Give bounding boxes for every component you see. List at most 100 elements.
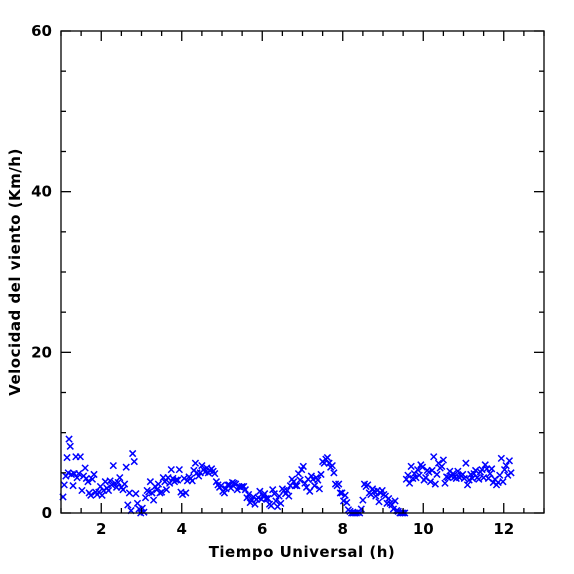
data-point — [328, 461, 336, 470]
data-point — [174, 476, 182, 484]
data-point — [375, 498, 383, 506]
data-point — [166, 479, 174, 487]
axis-ticks — [60, 30, 545, 514]
data-point — [162, 486, 171, 494]
data-point — [405, 479, 414, 487]
data-point — [407, 462, 415, 471]
x-tick-label: 4 — [177, 520, 187, 538]
data-point — [359, 496, 367, 504]
data-point — [148, 489, 156, 497]
data-point — [460, 474, 468, 483]
data-point — [339, 497, 348, 505]
data-point — [124, 501, 132, 509]
x-tick-label: 10 — [413, 520, 434, 538]
data-point — [191, 459, 200, 467]
x-tick-label: 8 — [338, 520, 348, 538]
data-point — [149, 496, 158, 504]
data-point — [439, 456, 448, 464]
data-point — [65, 435, 73, 443]
data-point — [315, 485, 324, 493]
data-point — [251, 500, 259, 508]
data-point — [418, 463, 427, 471]
y-tick-label: 60 — [31, 22, 52, 40]
data-point — [112, 483, 121, 491]
data-point — [449, 469, 457, 478]
data-point — [391, 497, 399, 505]
data-point — [502, 461, 510, 470]
data-point — [404, 471, 412, 479]
data-point — [244, 490, 253, 499]
x-tick-label: 2 — [96, 520, 106, 538]
data-point — [78, 486, 86, 495]
data-point — [169, 474, 177, 483]
x-axis-label: Tiempo Universal (h) — [209, 543, 396, 561]
data-point — [60, 481, 68, 489]
data-point — [262, 494, 270, 503]
data-point — [130, 457, 138, 466]
data-point — [64, 469, 72, 477]
data-point — [264, 494, 272, 503]
data-point — [241, 486, 250, 494]
data-point — [76, 453, 84, 461]
data-point — [90, 470, 98, 479]
data-point — [125, 489, 134, 497]
data-point — [486, 469, 494, 478]
data-point — [293, 482, 301, 490]
data-point — [475, 475, 483, 483]
data-point — [132, 490, 140, 498]
data-point — [341, 491, 349, 499]
data-point — [372, 492, 380, 500]
data-point — [483, 465, 491, 473]
data-point — [188, 477, 196, 485]
y-axis-label: Velocidad del viento (Km/h) — [6, 148, 24, 396]
data-point — [277, 499, 285, 508]
data-point — [441, 479, 449, 487]
data-point — [343, 498, 351, 507]
data-point — [261, 490, 269, 498]
data-point — [335, 480, 343, 488]
data-point — [254, 494, 262, 502]
data-point — [285, 492, 293, 500]
data-point — [310, 482, 319, 490]
data-point — [336, 489, 344, 497]
data-point — [194, 472, 203, 480]
data-point — [384, 494, 393, 503]
data-point — [389, 505, 398, 513]
data-point — [157, 488, 166, 496]
data-point — [175, 465, 183, 474]
data-point — [275, 492, 283, 500]
data-point — [431, 480, 439, 488]
tick-labels: 2 4 6 8 10 12 0 20 40 60 — [31, 22, 514, 538]
y-tick-label: 40 — [31, 183, 52, 201]
data-point — [298, 465, 306, 474]
data-point — [108, 481, 116, 489]
data-point — [306, 487, 314, 495]
data-point — [66, 442, 74, 450]
data-point — [438, 462, 446, 471]
y-tick-label: 20 — [31, 343, 52, 361]
data-point — [109, 461, 117, 470]
data-point — [496, 471, 504, 479]
data-point — [81, 464, 89, 472]
data-point — [413, 465, 422, 474]
data-point — [178, 490, 187, 499]
data-point — [330, 469, 338, 477]
data-point — [299, 462, 307, 471]
data-point — [116, 473, 124, 482]
data-point — [63, 453, 71, 462]
data-point — [488, 465, 496, 473]
data-point — [84, 478, 92, 486]
data-point — [119, 486, 127, 494]
data-point — [272, 497, 280, 505]
data-point — [463, 481, 472, 489]
data-point — [217, 482, 225, 490]
data-point — [425, 468, 433, 476]
data-point — [240, 482, 248, 491]
data-point — [507, 469, 515, 477]
data-point — [128, 449, 137, 458]
data-point — [167, 465, 175, 474]
data-point — [154, 480, 163, 488]
data-point — [98, 491, 106, 499]
data-point — [211, 469, 219, 478]
